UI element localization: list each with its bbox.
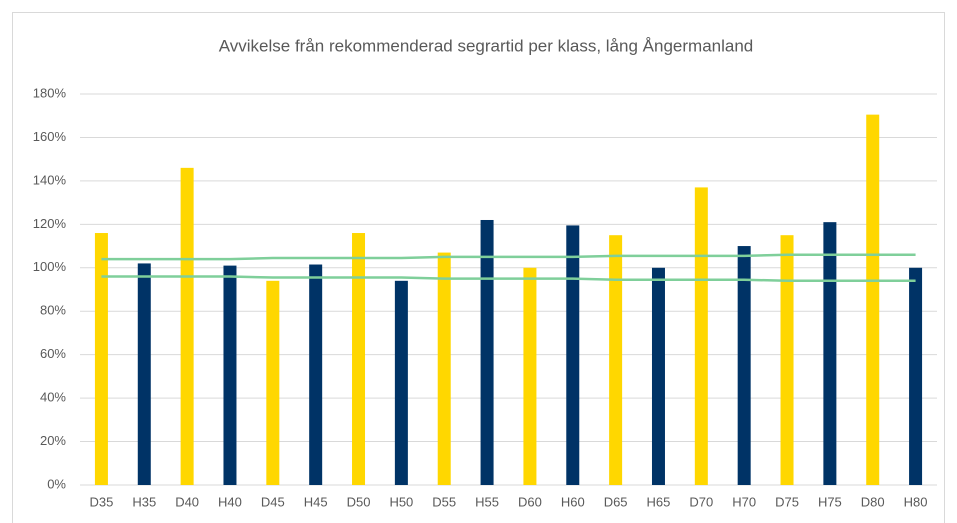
- x-tick-label: D40: [175, 494, 199, 509]
- y-tick-label: 20%: [40, 433, 66, 448]
- bar: [137, 263, 151, 485]
- y-tick-label: 80%: [40, 303, 66, 318]
- x-tick-label: H80: [904, 494, 928, 509]
- bar: [223, 265, 237, 485]
- bar: [94, 233, 108, 485]
- x-tick-label: D45: [261, 494, 285, 509]
- bar: [823, 222, 837, 485]
- bar: [566, 225, 580, 486]
- x-tick-label: D75: [775, 494, 799, 509]
- x-tick-label: H35: [132, 494, 156, 509]
- y-tick-label: 160%: [33, 129, 67, 144]
- bar: [780, 235, 794, 485]
- x-tick-label: D50: [347, 494, 371, 509]
- bar: [523, 267, 537, 485]
- bar: [694, 187, 708, 485]
- x-tick-label: H50: [389, 494, 413, 509]
- bar: [651, 267, 665, 485]
- y-tick-label: 180%: [33, 85, 67, 100]
- y-tick-label: 100%: [33, 259, 67, 274]
- x-tick-label: D80: [861, 494, 885, 509]
- x-tick-label: D35: [89, 494, 113, 509]
- bar: [909, 267, 923, 485]
- x-tick-label: H40: [218, 494, 242, 509]
- bar: [394, 280, 408, 485]
- y-tick-label: 0%: [47, 476, 66, 491]
- bar: [437, 252, 451, 485]
- x-tick-label: D65: [604, 494, 628, 509]
- bar: [866, 114, 880, 485]
- bar: [609, 235, 623, 485]
- y-tick-label: 60%: [40, 346, 66, 361]
- limit-line: [101, 253, 916, 261]
- bar: [266, 280, 280, 485]
- limit-line: [101, 275, 916, 283]
- bar: [737, 246, 751, 485]
- x-tick-label: H75: [818, 494, 842, 509]
- chart-title: Avvikelse från rekommenderad segrartid p…: [219, 36, 754, 55]
- x-tick-label: D55: [432, 494, 456, 509]
- x-tick-label: H65: [647, 494, 671, 509]
- bar: [352, 233, 366, 485]
- x-tick-label: H55: [475, 494, 499, 509]
- x-tick-label: H60: [561, 494, 585, 509]
- x-tick-label: H45: [304, 494, 328, 509]
- y-tick-label: 40%: [40, 390, 66, 405]
- y-tick-label: 120%: [33, 216, 67, 231]
- y-tick-label: 140%: [33, 172, 67, 187]
- x-tick-label: H70: [732, 494, 756, 509]
- x-tick-label: D70: [689, 494, 713, 509]
- bar: [480, 219, 494, 485]
- bar: [180, 167, 194, 485]
- x-tick-label: D60: [518, 494, 542, 509]
- bar: [309, 264, 323, 485]
